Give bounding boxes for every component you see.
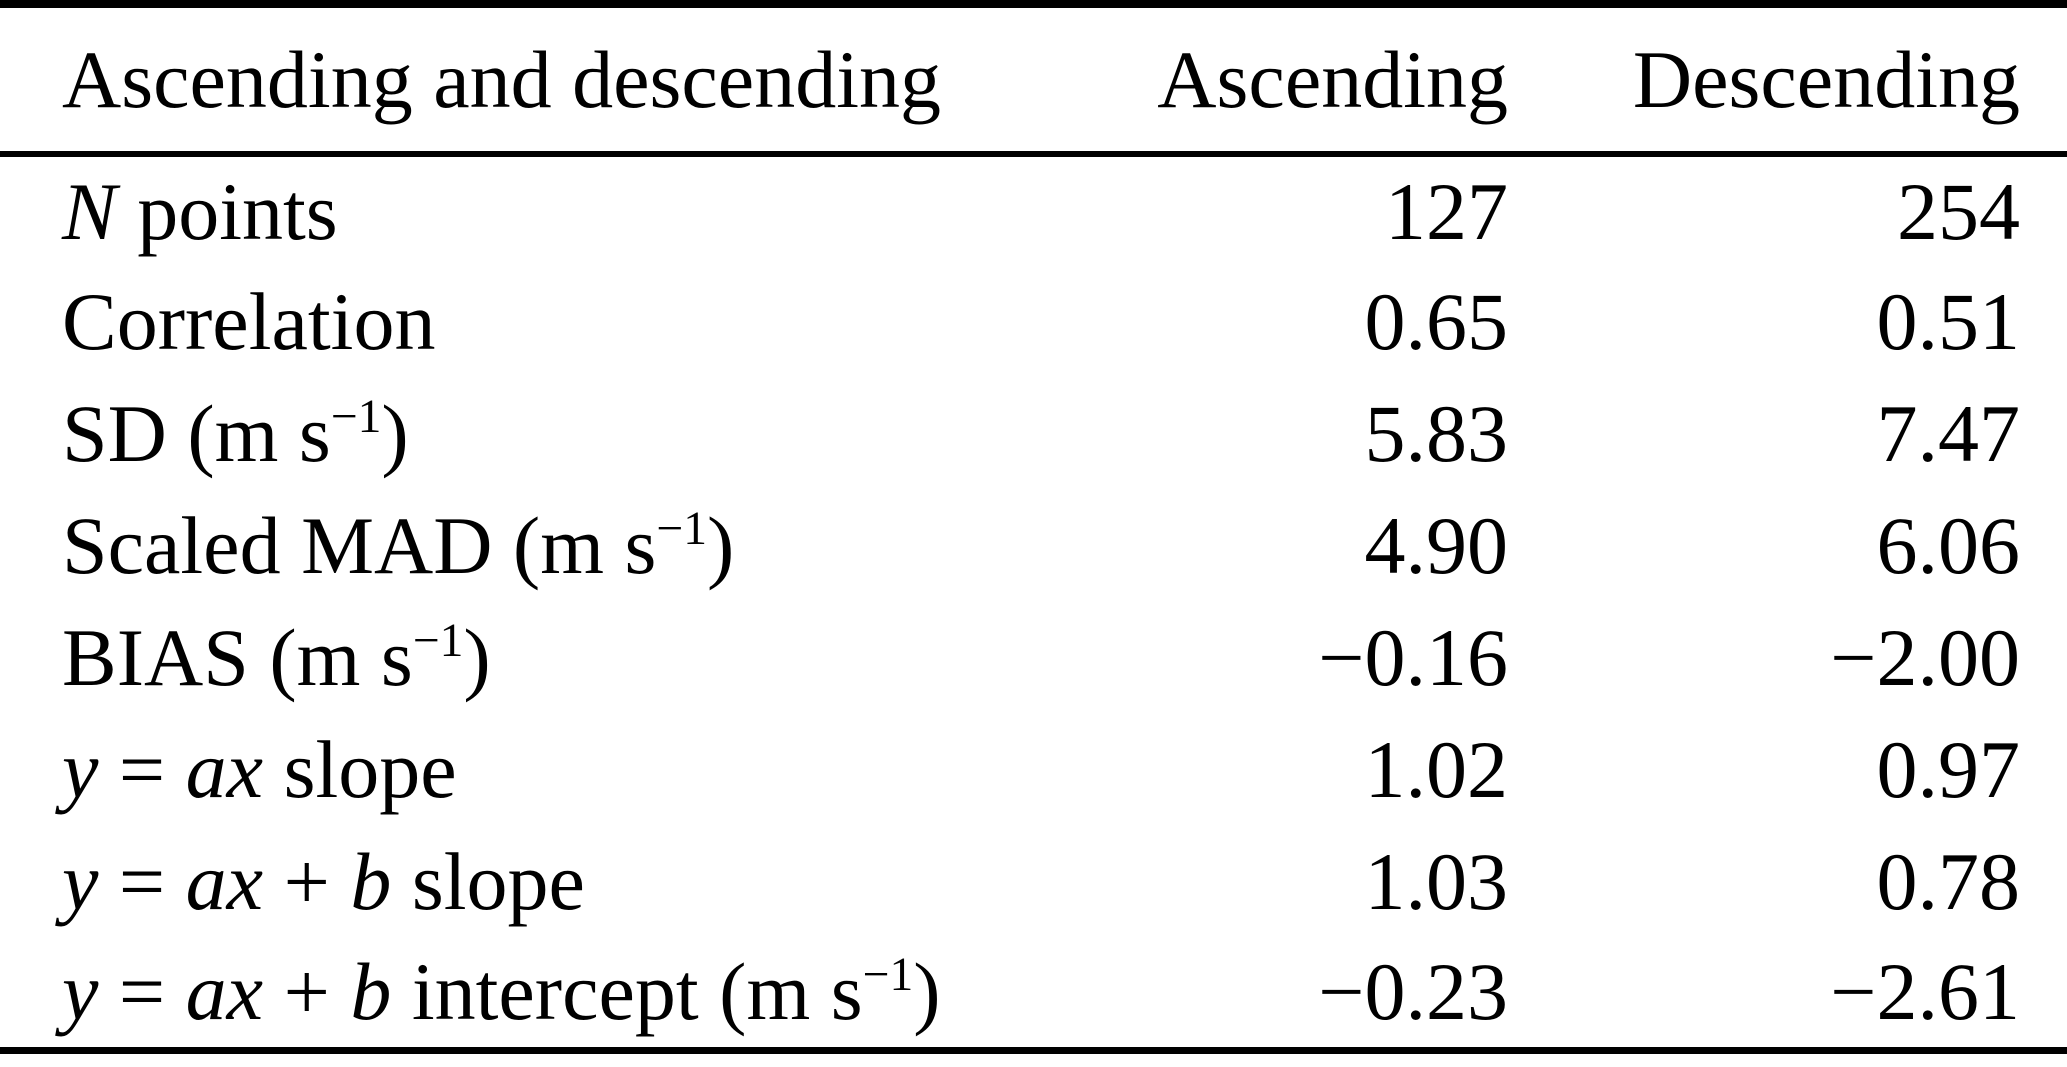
ascending-value: 127 [1385, 165, 1508, 257]
ascending-value: 5.83 [1364, 388, 1509, 479]
row-label: N points [62, 165, 338, 257]
row-label: y = ax + b intercept (m s−1) [62, 946, 941, 1038]
row-label: SD (m s−1) [62, 388, 409, 479]
ascending-value: 1.03 [1364, 836, 1509, 927]
table-row: SD (m s−1) 5.83 7.47 [0, 378, 2067, 490]
table-row: y = ax + b intercept (m s−1) −0.23 −2.61 [0, 938, 2067, 1050]
ascending-value: 1.02 [1364, 724, 1509, 815]
ascending-value: 0.65 [1364, 276, 1509, 367]
header-row: Ascending and descending Ascending Desce… [0, 4, 2067, 157]
row-label: y = ax slope [62, 724, 457, 815]
ascending-value: −0.16 [1318, 612, 1508, 703]
row-label: y = ax + b slope [62, 836, 585, 927]
header-descending: Descending [1508, 4, 2067, 157]
table-body: N points 127 254 Correlation 0.65 0.51 S… [0, 154, 2067, 1050]
descending-value: 254 [1897, 165, 2020, 257]
descending-value: 0.97 [1876, 724, 2021, 815]
table-row: Correlation 0.65 0.51 [0, 266, 2067, 378]
descending-value: −2.61 [1830, 946, 2020, 1038]
header-label: Ascending and descending [0, 4, 1090, 157]
table-row: y = ax slope 1.02 0.97 [0, 714, 2067, 826]
row-label: Scaled MAD (m s−1) [62, 500, 735, 591]
table-row: BIAS (m s−1) −0.16 −2.00 [0, 602, 2067, 714]
table-row: N points 127 254 [0, 154, 2067, 266]
ascending-value: −0.23 [1318, 946, 1508, 1038]
descending-value: 6.06 [1876, 500, 2021, 591]
row-label: Correlation [62, 276, 436, 367]
descending-value: −2.00 [1830, 612, 2020, 703]
table-row: Scaled MAD (m s−1) 4.90 6.06 [0, 490, 2067, 602]
descending-value: 0.78 [1876, 836, 2021, 927]
descending-value: 0.51 [1876, 276, 2021, 367]
table-header: Ascending and descending Ascending Desce… [0, 4, 2067, 157]
ascending-value: 4.90 [1364, 500, 1509, 591]
table-row: y = ax + b slope 1.03 0.78 [0, 826, 2067, 938]
header-ascending: Ascending [1090, 4, 1508, 157]
descending-value: 7.47 [1876, 388, 2021, 479]
row-label: BIAS (m s−1) [62, 612, 491, 703]
